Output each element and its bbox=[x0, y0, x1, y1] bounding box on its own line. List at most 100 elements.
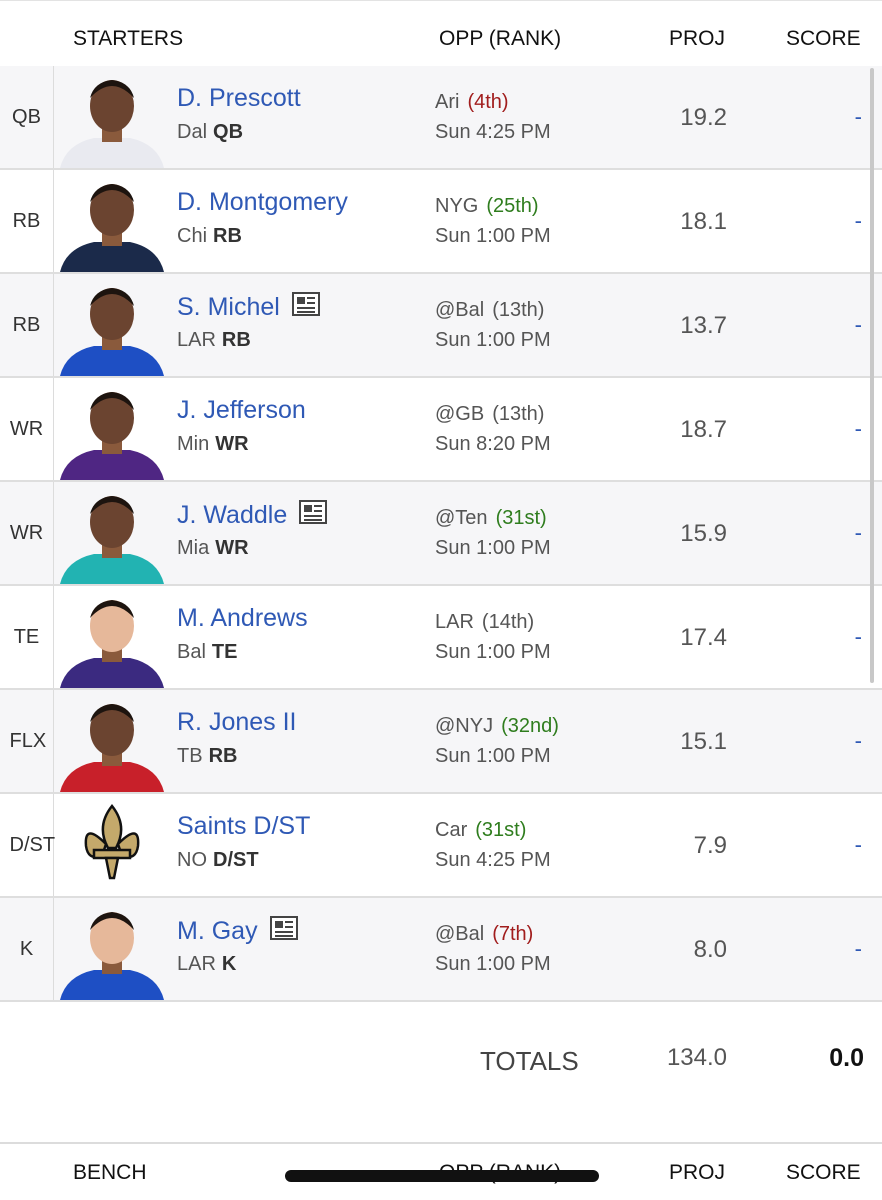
score: - bbox=[854, 832, 862, 857]
totals-proj: 134.0 bbox=[666, 1044, 727, 1071]
totals-label: TOTALS bbox=[480, 1046, 579, 1076]
player-name[interactable]: R. Jones II bbox=[177, 708, 297, 737]
slot-label: TE bbox=[13, 626, 40, 648]
header-opp: OPP (RANK) bbox=[439, 27, 562, 50]
player-name[interactable]: D. Montgomery bbox=[177, 188, 348, 217]
photo-cell bbox=[56, 794, 168, 896]
opponent-rank: (31st) bbox=[475, 819, 527, 841]
opponent-rank: (14th) bbox=[481, 611, 535, 633]
opponent-team: NYG bbox=[435, 195, 479, 217]
opponent: @Bal (7th) bbox=[435, 923, 533, 946]
opponent-rank: (32nd) bbox=[501, 715, 559, 737]
player-name[interactable]: J. Waddle bbox=[177, 500, 328, 531]
scrollbar bbox=[870, 68, 874, 683]
player-name-text[interactable]: S. Michel bbox=[177, 293, 280, 321]
opponent: Car (31st) bbox=[435, 819, 526, 842]
slot-cell: FLX bbox=[0, 690, 54, 792]
game-time: Sun 4:25 PM bbox=[435, 121, 551, 143]
photo-cell bbox=[56, 690, 168, 792]
player-name-text[interactable]: R. Jones II bbox=[177, 708, 297, 736]
game-time: Sun 1:00 PM bbox=[435, 641, 551, 663]
player-name-text[interactable]: D. Prescott bbox=[177, 84, 301, 112]
opponent-team: @GB bbox=[435, 403, 485, 425]
game-time: Sun 1:00 PM bbox=[435, 745, 551, 767]
projection: 18.7 bbox=[680, 416, 727, 443]
player-info: LAR K bbox=[177, 953, 236, 976]
player-photo bbox=[60, 184, 164, 272]
totals-row: TOTALS 134.0 0.0 bbox=[0, 1002, 882, 1144]
player-row: WR J. Waddle Mia WR @Ten (31st) Sun 1:00 PM 15… bbox=[0, 482, 882, 586]
player-row: RB D. Montgomery Chi RB NYG (25th) Sun 1:00 P… bbox=[0, 170, 882, 274]
position: RB bbox=[213, 225, 242, 247]
score: - bbox=[854, 624, 862, 649]
player-name[interactable]: D. Prescott bbox=[177, 84, 301, 113]
player-row: K M. Gay LAR K @Bal (7th) Sun 1:00 PM 8.0- bbox=[0, 898, 882, 1002]
score: - bbox=[854, 728, 862, 753]
opponent-rank: (7th) bbox=[492, 923, 534, 945]
news-icon[interactable] bbox=[299, 500, 328, 531]
position: QB bbox=[213, 121, 244, 143]
photo-cell bbox=[56, 482, 168, 584]
player-name[interactable]: J. Jefferson bbox=[177, 396, 306, 425]
player-name[interactable]: M. Andrews bbox=[177, 604, 308, 633]
opponent: LAR (14th) bbox=[435, 611, 534, 634]
game-time: Sun 4:25 PM bbox=[435, 849, 551, 871]
player-photo bbox=[60, 704, 164, 792]
game-time: Sun 1:00 PM bbox=[435, 225, 551, 247]
header-starters: STARTERS bbox=[73, 27, 184, 50]
opponent: @Ten (31st) bbox=[435, 507, 547, 530]
team: Chi bbox=[177, 225, 208, 247]
position: WR bbox=[215, 537, 249, 559]
opponent: Ari (4th) bbox=[435, 91, 509, 114]
projection: 18.1 bbox=[680, 208, 727, 235]
opponent-team: Car bbox=[435, 819, 468, 841]
player-name[interactable]: M. Gay bbox=[177, 916, 298, 947]
player-name[interactable]: Saints D/ST bbox=[177, 812, 310, 841]
projection: 13.7 bbox=[680, 312, 727, 339]
opponent-team: LAR bbox=[435, 611, 474, 633]
opponent-rank: (25th) bbox=[486, 195, 539, 217]
player-info: Bal TE bbox=[177, 641, 237, 664]
player-name-text[interactable]: D. Montgomery bbox=[177, 188, 348, 216]
opponent-rank: (13th) bbox=[492, 403, 545, 425]
score: - bbox=[854, 936, 862, 961]
position: RB bbox=[221, 329, 251, 351]
news-icon[interactable] bbox=[269, 916, 298, 947]
score: - bbox=[854, 520, 862, 545]
player-name-text[interactable]: J. Jefferson bbox=[177, 396, 306, 424]
player-info: LAR RB bbox=[177, 329, 251, 352]
header-proj: PROJ bbox=[669, 27, 726, 50]
news-icon[interactable] bbox=[291, 292, 320, 323]
bench-proj: PROJ bbox=[669, 1161, 726, 1184]
position: TE bbox=[211, 641, 238, 663]
player-row: D/ST Saints D/ST NO D/ST Car (31st) Sun 4:25 … bbox=[0, 794, 882, 898]
slot-label: WR bbox=[9, 522, 44, 544]
player-name-text[interactable]: J. Waddle bbox=[177, 501, 288, 529]
slot-cell: WR bbox=[0, 378, 54, 480]
opponent-team: Ari bbox=[435, 91, 460, 113]
totals-score: 0.0 bbox=[829, 1044, 864, 1072]
slot-cell: RB bbox=[0, 170, 54, 272]
player-photo bbox=[60, 600, 164, 688]
opponent-team: @Ten bbox=[435, 507, 488, 529]
team: Mia bbox=[177, 537, 210, 559]
projection: 19.2 bbox=[680, 104, 727, 131]
opponent: NYG (25th) bbox=[435, 195, 539, 218]
position: WR bbox=[215, 433, 249, 455]
player-name-text[interactable]: M. Andrews bbox=[177, 604, 308, 632]
player-row: QB D. Prescott Dal QB Ari (4th) Sun 4:25 PM 19… bbox=[0, 66, 882, 170]
player-info: Mia WR bbox=[177, 537, 249, 560]
player-photo bbox=[60, 80, 164, 168]
player-info: TB RB bbox=[177, 745, 237, 768]
score: - bbox=[854, 208, 862, 233]
player-name[interactable]: S. Michel bbox=[177, 292, 320, 323]
home-indicator[interactable] bbox=[285, 1170, 599, 1182]
player-name-text[interactable]: M. Gay bbox=[177, 917, 258, 945]
player-name-text[interactable]: Saints D/ST bbox=[177, 812, 311, 840]
slot-label: QB bbox=[12, 106, 41, 128]
slot-label: D/ST bbox=[9, 834, 56, 856]
projection: 7.9 bbox=[693, 832, 727, 859]
slot-cell: D/ST bbox=[0, 794, 56, 896]
player-row: TE M. Andrews Bal TE LAR (14th) Sun 1:00 PM 17… bbox=[0, 586, 882, 690]
slot-cell: WR bbox=[0, 482, 54, 584]
